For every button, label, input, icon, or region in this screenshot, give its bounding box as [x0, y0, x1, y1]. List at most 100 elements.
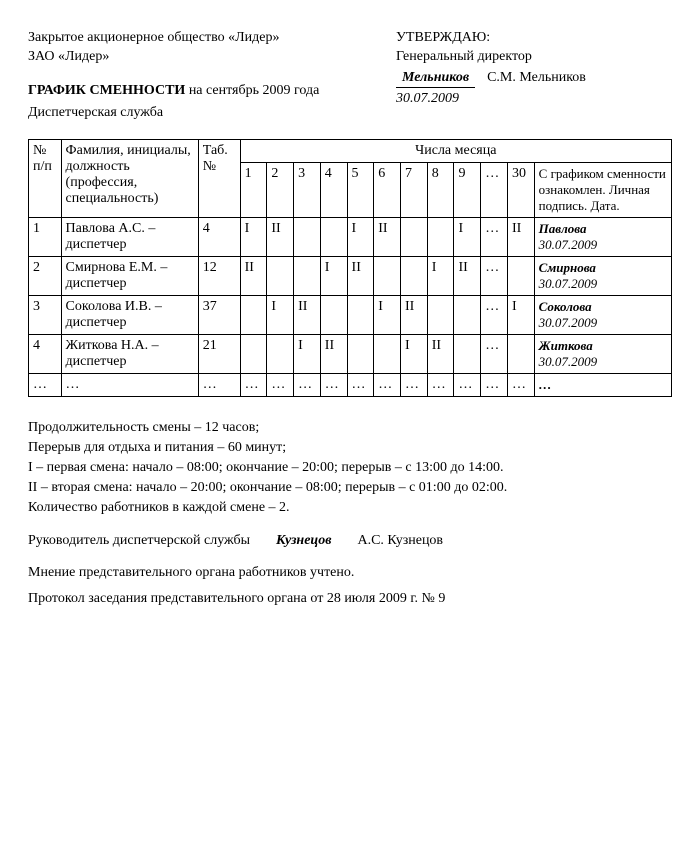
- cell-shift: I: [240, 218, 267, 257]
- signature-date: 30.07.2009: [539, 276, 667, 292]
- cell-shift: I: [427, 257, 454, 296]
- signature-date: 30.07.2009: [539, 237, 667, 253]
- cell-shift: [507, 257, 534, 296]
- cell-shift: II: [427, 335, 454, 374]
- col-header-days: Числа месяца: [240, 140, 671, 163]
- cell-shift: …: [347, 374, 374, 397]
- cell-shift: I: [401, 335, 428, 374]
- cell-tab: 12: [198, 257, 240, 296]
- signature-name: Соколова: [539, 299, 667, 315]
- company-full-name: Закрытое акционерное общество «Лидер»: [28, 30, 396, 46]
- col-header-num: № п/п: [29, 140, 62, 218]
- title-bold: ГРАФИК СМЕННОСТИ: [28, 83, 185, 98]
- cell-shift: …: [454, 374, 481, 397]
- cell-shift: …: [320, 374, 347, 397]
- cell-num: 2: [29, 257, 62, 296]
- footer-protocol: Протокол заседания представительного орг…: [28, 591, 672, 607]
- cell-num: 4: [29, 335, 62, 374]
- cell-shift: …: [481, 374, 508, 397]
- cell-shift: II: [347, 257, 374, 296]
- cell-shift: [240, 335, 267, 374]
- cell-shift: [374, 257, 401, 296]
- cell-shift: II: [294, 296, 321, 335]
- note-shift-1: I – первая смена: начало – 08:00; оконча…: [28, 459, 672, 478]
- manager-name: А.С. Кузнецов: [357, 533, 443, 549]
- manager-signature-line: Руководитель диспетчерской службы Кузнец…: [28, 533, 672, 549]
- director-signature: Мельников: [396, 70, 475, 88]
- department-name: Диспетчерская служба: [28, 105, 396, 121]
- cell-signature: Павлова30.07.2009: [534, 218, 671, 257]
- cell-tab: 21: [198, 335, 240, 374]
- cell-shift: [240, 296, 267, 335]
- approve-label: УТВЕРЖДАЮ:: [396, 30, 672, 46]
- cell-shift: II: [454, 257, 481, 296]
- cell-name: …: [61, 374, 198, 397]
- approve-date: 30.07.2009: [396, 91, 672, 107]
- cell-tab: 37: [198, 296, 240, 335]
- signature-name: …: [539, 377, 667, 393]
- director-title: Генеральный директор: [396, 49, 672, 65]
- table-row: 4Житкова Н.А. – диспетчер21IIIIII…Житков…: [29, 335, 672, 374]
- table-row: 1Павлова А.С. – диспетчер4IIIIIII…IIПавл…: [29, 218, 672, 257]
- cell-name: Житкова Н.А. – диспетчер: [61, 335, 198, 374]
- header-right: УТВЕРЖДАЮ: Генеральный директор Мельнико…: [396, 30, 672, 121]
- cell-shift: …: [481, 296, 508, 335]
- cell-shift: [320, 218, 347, 257]
- signature-name: Павлова: [539, 221, 667, 237]
- cell-shift: I: [347, 218, 374, 257]
- table-row: 3Соколова И.В. – диспетчер37IIIIII…IСоко…: [29, 296, 672, 335]
- col-header-tab: Таб. №: [198, 140, 240, 218]
- cell-shift: …: [374, 374, 401, 397]
- col-header-day: 8: [427, 163, 454, 218]
- document-title: ГРАФИК СМЕННОСТИ на сентябрь 2009 года: [28, 83, 396, 99]
- director-signature-line: Мельников С.М. Мельников: [396, 70, 672, 88]
- cell-signature: Житкова30.07.2009: [534, 335, 671, 374]
- cell-num: 3: [29, 296, 62, 335]
- cell-num: 1: [29, 218, 62, 257]
- col-header-day: 9: [454, 163, 481, 218]
- note-worker-count: Количество работников в каждой смене – 2…: [28, 499, 672, 518]
- cell-name: Смирнова Е.М. – диспетчер: [61, 257, 198, 296]
- cell-shift: [374, 335, 401, 374]
- cell-shift: II: [401, 296, 428, 335]
- cell-shift: I: [507, 296, 534, 335]
- manager-signature: Кузнецов: [276, 533, 331, 549]
- cell-shift: …: [481, 257, 508, 296]
- col-header-day: …: [481, 163, 508, 218]
- note-duration: Продолжительность смены – 12 часов;: [28, 419, 672, 438]
- schedule-table: № п/п Фамилия, инициалы, должность (проф…: [28, 139, 672, 397]
- cell-shift: II: [374, 218, 401, 257]
- signature-name: Житкова: [539, 338, 667, 354]
- cell-shift: …: [507, 374, 534, 397]
- director-name: С.М. Мельников: [487, 70, 586, 86]
- signature-date: 30.07.2009: [539, 315, 667, 331]
- cell-shift: …: [267, 374, 294, 397]
- cell-shift: …: [294, 374, 321, 397]
- cell-shift: I: [320, 257, 347, 296]
- cell-tab: …: [198, 374, 240, 397]
- footer-opinion: Мнение представительного органа работник…: [28, 565, 672, 581]
- cell-shift: [320, 296, 347, 335]
- col-header-day: 7: [401, 163, 428, 218]
- col-header-day: 5: [347, 163, 374, 218]
- cell-shift: II: [240, 257, 267, 296]
- col-header-day: 1: [240, 163, 267, 218]
- cell-shift: II: [267, 218, 294, 257]
- cell-num: …: [29, 374, 62, 397]
- cell-shift: [427, 296, 454, 335]
- signature-name: Смирнова: [539, 260, 667, 276]
- note-break: Перерыв для отдыха и питания – 60 минут;: [28, 439, 672, 458]
- cell-shift: …: [427, 374, 454, 397]
- col-header-day: 6: [374, 163, 401, 218]
- table-row: 2Смирнова Е.М. – диспетчер12IIIIIIII…Сми…: [29, 257, 672, 296]
- cell-shift: II: [320, 335, 347, 374]
- cell-signature: …: [534, 374, 671, 397]
- cell-shift: [454, 296, 481, 335]
- cell-shift: [507, 335, 534, 374]
- header-left: Закрытое акционерное общество «Лидер» ЗА…: [28, 30, 396, 121]
- cell-shift: I: [267, 296, 294, 335]
- cell-shift: [294, 257, 321, 296]
- note-shift-2: II – вторая смена: начало – 20:00; оконч…: [28, 479, 672, 498]
- col-header-day: 30: [507, 163, 534, 218]
- col-header-day: 3: [294, 163, 321, 218]
